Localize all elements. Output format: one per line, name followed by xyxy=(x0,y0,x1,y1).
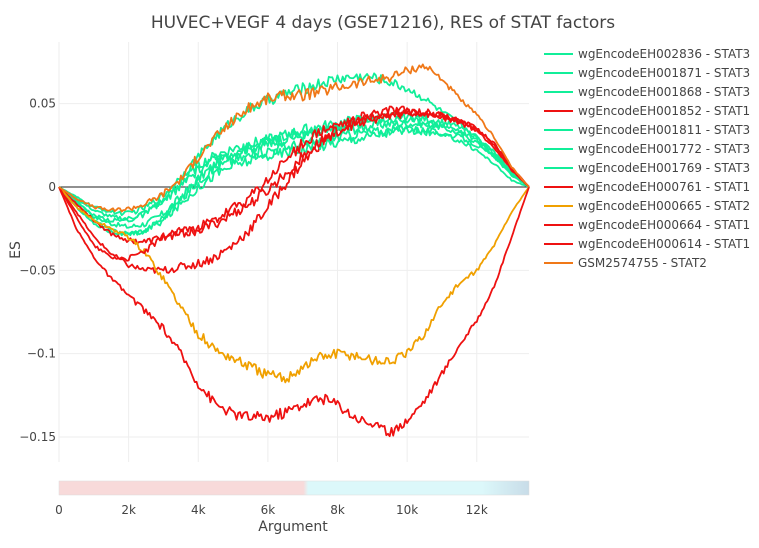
legend-item[interactable]: wgEncodeEH001868 - STAT3 xyxy=(544,85,750,99)
x-tick-label: 6k xyxy=(261,503,276,517)
range-slider[interactable] xyxy=(58,480,530,496)
legend-label: wgEncodeEH000761 - STAT1 xyxy=(578,180,750,194)
legend-label: wgEncodeEH001811 - STAT3 xyxy=(578,123,750,137)
legend-item[interactable]: wgEncodeEH001811 - STAT3 xyxy=(544,123,750,137)
y-tick-label: 0 xyxy=(48,180,56,194)
grid xyxy=(58,42,529,462)
y-tick-label: −0.05 xyxy=(19,263,56,277)
legend-label: wgEncodeEH002836 - STAT3 xyxy=(578,47,750,61)
y-axis-label: ES xyxy=(8,241,24,259)
legend-label: wgEncodeEH000665 - STAT2 xyxy=(578,199,750,213)
legend-item[interactable]: wgEncodeEH000614 - STAT1 xyxy=(544,237,750,251)
legend-label: wgEncodeEH001772 - STAT3 xyxy=(578,142,750,156)
range-slider-bar[interactable] xyxy=(58,480,530,496)
chart-title: HUVEC+VEGF 4 days (GSE71216), RES of STA… xyxy=(151,13,615,33)
legend-label: wgEncodeEH000664 - STAT1 xyxy=(578,218,750,232)
legend-label: wgEncodeEH001871 - STAT3 xyxy=(578,66,750,80)
legend-item[interactable]: wgEncodeEH000665 - STAT2 xyxy=(544,199,750,213)
y-tick-label: 0.05 xyxy=(29,97,56,111)
legend-item[interactable]: wgEncodeEH000761 - STAT1 xyxy=(544,180,750,194)
legend-label: wgEncodeEH001769 - STAT3 xyxy=(578,161,750,175)
legend-item[interactable]: wgEncodeEH001772 - STAT3 xyxy=(544,142,750,156)
legend-item[interactable]: GSM2574755 - STAT2 xyxy=(544,256,707,270)
x-tick-label: 8k xyxy=(330,503,345,517)
x-tick-label: 0 xyxy=(55,503,63,517)
y-tick-labels: −0.15 −0.1 −0.05 0 0.05 xyxy=(19,97,56,444)
series-line[interactable] xyxy=(58,72,530,217)
x-axis-label: Argument xyxy=(258,519,328,535)
x-tick-label: 10k xyxy=(396,503,418,517)
legend-item[interactable]: wgEncodeEH000664 - STAT1 xyxy=(544,218,750,232)
y-tick-label: −0.15 xyxy=(19,430,56,444)
series-line[interactable] xyxy=(58,63,530,213)
legend-label: wgEncodeEH000614 - STAT1 xyxy=(578,237,750,251)
series-line[interactable] xyxy=(58,108,530,262)
x-tick-label: 12k xyxy=(466,503,488,517)
legend-item[interactable]: wgEncodeEH002836 - STAT3 xyxy=(544,47,750,61)
legend-label: wgEncodeEH001852 - STAT1 xyxy=(578,104,750,118)
series-line[interactable] xyxy=(58,111,530,222)
legend-item[interactable]: wgEncodeEH001769 - STAT3 xyxy=(544,161,750,175)
series-lines[interactable] xyxy=(58,63,530,438)
x-tick-label: 4k xyxy=(191,503,206,517)
series-line[interactable] xyxy=(58,125,530,237)
legend-item[interactable]: wgEncodeEH001852 - STAT1 xyxy=(544,104,750,118)
series-line[interactable] xyxy=(58,186,530,438)
y-tick-label: −0.1 xyxy=(27,347,56,361)
legend-label: wgEncodeEH001868 - STAT3 xyxy=(578,85,750,99)
series-line[interactable] xyxy=(58,119,530,229)
x-tick-labels: 0 2k 4k 6k 8k 10k 12k xyxy=(55,503,488,517)
legend[interactable]: wgEncodeEH002836 - STAT3 wgEncodeEH001871… xyxy=(544,47,750,270)
x-tick-label: 2k xyxy=(121,503,136,517)
legend-label: GSM2574755 - STAT2 xyxy=(578,256,707,270)
series-line[interactable] xyxy=(58,186,530,384)
legend-item[interactable]: wgEncodeEH001871 - STAT3 xyxy=(544,66,750,80)
